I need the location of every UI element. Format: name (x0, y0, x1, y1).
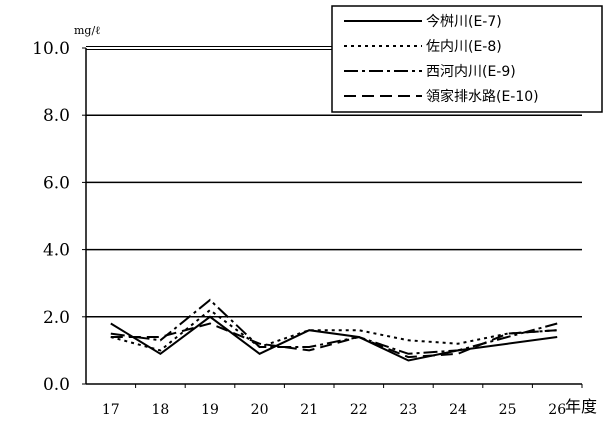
x-axis-label: 年度 (565, 397, 597, 416)
y-tick-label: 6.0 (43, 173, 70, 193)
x-tick-label: 19 (201, 402, 219, 418)
y-tick-labels: 0.0 2.0 4.0 6.0 8.0 10.0 (32, 39, 86, 395)
y-unit-label: mg/ℓ (74, 24, 100, 37)
legend-label-1: 佐内川(E-8) (426, 39, 502, 55)
y-tick-label: 10.0 (32, 39, 70, 59)
series-line-3 (110, 322, 558, 359)
legend-label-3: 領家排水路(E-10) (426, 88, 539, 105)
y-tick-label: 0.0 (43, 375, 70, 395)
legend-box (331, 5, 603, 113)
x-tick-label: 22 (350, 402, 368, 418)
x-tick-label: 18 (151, 402, 169, 418)
series-line-0 (110, 315, 558, 362)
legend-label-2: 西河内川(E-9) (426, 64, 516, 80)
x-tick-labels: 17 18 19 20 21 22 23 24 25 26 (102, 384, 583, 418)
legend: 今桝川(E-7) 佐内川(E-8) 西河内川(E-9) 領家排水路(E-10) (331, 5, 603, 113)
x-tick-label: 24 (449, 402, 467, 418)
x-tick-label: 25 (499, 402, 517, 418)
x-tick-label: 17 (102, 402, 120, 418)
legend-label-0: 今桝川(E-7) (426, 14, 502, 30)
x-tick-label: 20 (251, 402, 269, 418)
x-tick-label: 21 (300, 402, 318, 418)
series-lines (110, 298, 558, 362)
y-tick-label: 8.0 (43, 106, 70, 126)
x-tick-label: 26 (548, 402, 566, 418)
series-line-1 (110, 308, 558, 352)
y-tick-label: 2.0 (43, 308, 70, 328)
y-tick-label: 4.0 (43, 241, 70, 261)
x-tick-label: 23 (399, 402, 417, 418)
